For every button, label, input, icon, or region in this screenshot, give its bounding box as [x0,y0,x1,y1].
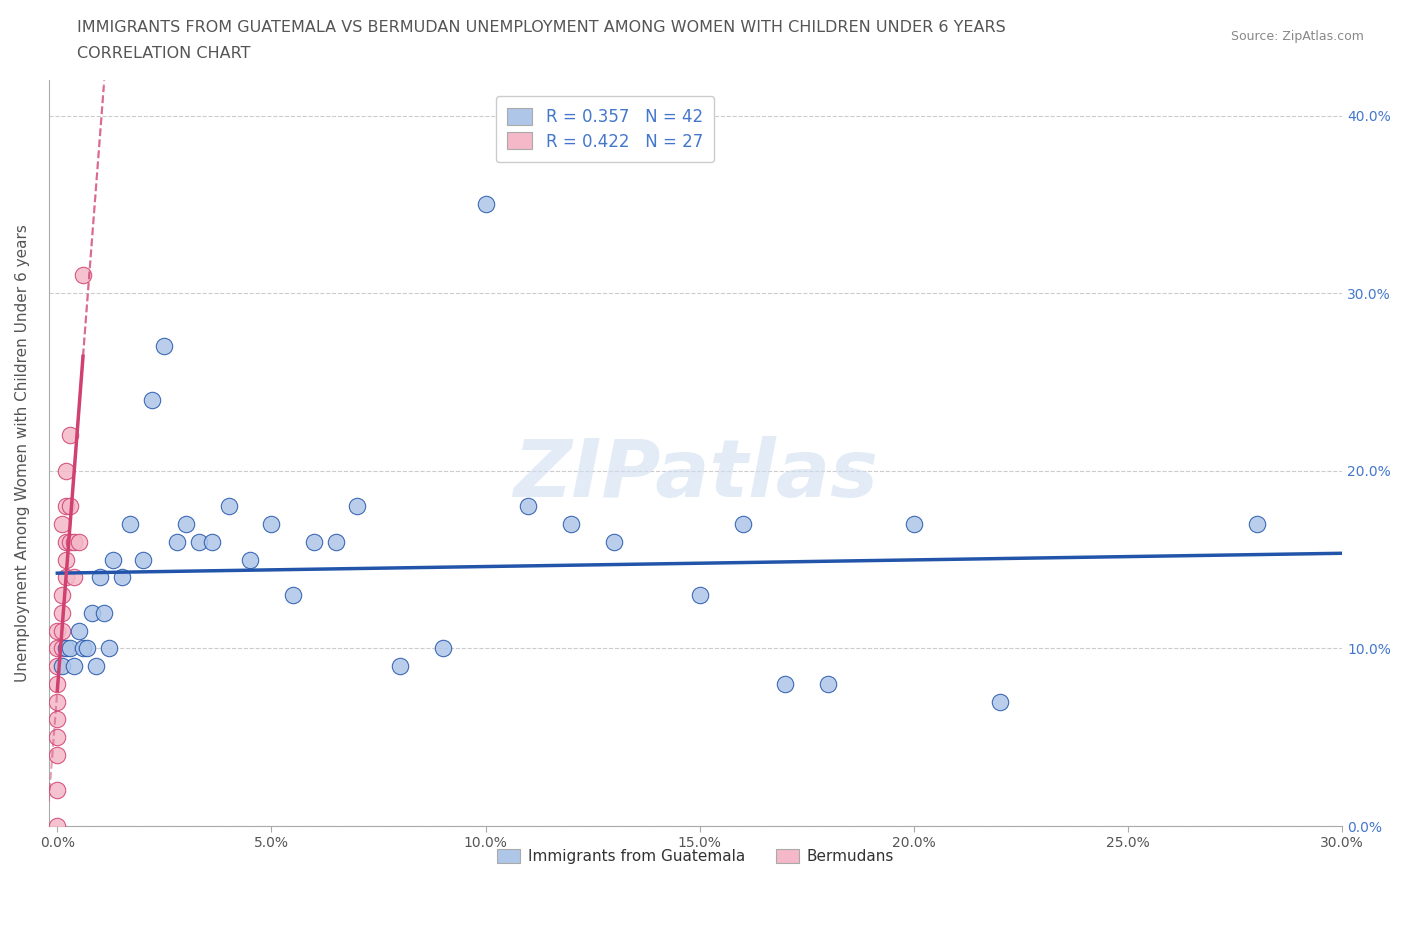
Point [432,641,454,656]
Point [51,517,73,532]
Point [517,498,540,513]
Point [187,535,209,550]
Point [141,392,163,407]
Point [72,641,94,656]
Y-axis label: Unemployment Among Women with Children Under 6 years: Unemployment Among Women with Children U… [15,224,30,682]
Point [1246,517,1268,532]
Point [474,197,496,212]
Point [689,588,711,603]
Point [63,570,86,585]
Point [346,498,368,513]
Point [218,498,240,513]
Point [55,552,77,567]
Point [46,783,69,798]
Point [55,570,77,585]
Point [63,535,86,550]
Point [59,641,82,656]
Text: IMMIGRANTS FROM GUATEMALA VS BERMUDAN UNEMPLOYMENT AMONG WOMEN WITH CHILDREN UND: IMMIGRANTS FROM GUATEMALA VS BERMUDAN UN… [77,20,1007,35]
Point [174,517,197,532]
Point [80,605,103,620]
Point [46,658,69,673]
Point [59,498,82,513]
Text: Source: ZipAtlas.com: Source: ZipAtlas.com [1230,30,1364,43]
Point [46,623,69,638]
Point [101,552,124,567]
Point [76,641,98,656]
Point [46,641,69,656]
Point [51,588,73,603]
Point [603,535,626,550]
Legend: Immigrants from Guatemala, Bermudans: Immigrants from Guatemala, Bermudans [491,844,900,870]
Point [153,339,176,354]
Point [46,730,69,745]
Point [55,463,77,478]
Point [84,658,107,673]
Point [46,695,69,710]
Point [903,517,925,532]
Point [325,535,347,550]
Point [239,552,262,567]
Point [132,552,155,567]
Point [46,818,69,833]
Point [731,517,754,532]
Point [67,623,90,638]
Point [59,428,82,443]
Point [110,570,132,585]
Point [120,517,142,532]
Point [55,535,77,550]
Point [55,641,77,656]
Point [988,695,1011,710]
Point [89,570,111,585]
Point [260,517,283,532]
Point [67,535,90,550]
Point [388,658,411,673]
Point [63,658,86,673]
Point [560,517,582,532]
Point [46,676,69,691]
Point [281,588,304,603]
Point [93,605,115,620]
Point [51,623,73,638]
Text: ZIPatlas: ZIPatlas [513,436,877,514]
Point [817,676,839,691]
Point [46,712,69,727]
Point [51,605,73,620]
Point [97,641,120,656]
Point [51,641,73,656]
Text: CORRELATION CHART: CORRELATION CHART [77,46,250,61]
Point [55,498,77,513]
Point [775,676,797,691]
Point [51,658,73,673]
Point [200,535,222,550]
Point [166,535,188,550]
Point [304,535,326,550]
Point [46,748,69,763]
Point [59,535,82,550]
Point [72,268,94,283]
